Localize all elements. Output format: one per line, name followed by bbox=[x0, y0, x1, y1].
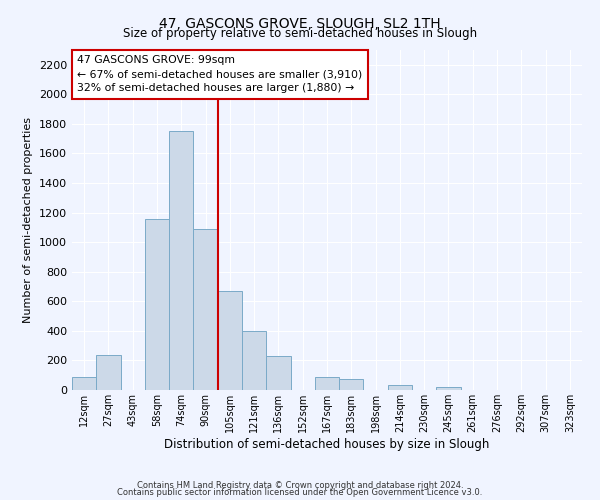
Bar bbox=[242, 331, 266, 390]
Bar bbox=[266, 356, 290, 390]
Y-axis label: Number of semi-detached properties: Number of semi-detached properties bbox=[23, 117, 34, 323]
Bar bbox=[72, 376, 96, 390]
Bar bbox=[218, 291, 242, 390]
X-axis label: Distribution of semi-detached houses by size in Slough: Distribution of semi-detached houses by … bbox=[164, 438, 490, 450]
Text: Size of property relative to semi-detached houses in Slough: Size of property relative to semi-detach… bbox=[123, 28, 477, 40]
Text: Contains public sector information licensed under the Open Government Licence v3: Contains public sector information licen… bbox=[118, 488, 482, 497]
Bar bbox=[436, 387, 461, 390]
Bar bbox=[193, 229, 218, 390]
Text: 47, GASCONS GROVE, SLOUGH, SL2 1TH: 47, GASCONS GROVE, SLOUGH, SL2 1TH bbox=[159, 18, 441, 32]
Bar bbox=[388, 385, 412, 390]
Bar bbox=[315, 378, 339, 390]
Text: 47 GASCONS GROVE: 99sqm
← 67% of semi-detached houses are smaller (3,910)
32% of: 47 GASCONS GROVE: 99sqm ← 67% of semi-de… bbox=[77, 55, 362, 93]
Bar bbox=[169, 132, 193, 390]
Bar bbox=[96, 354, 121, 390]
Text: Contains HM Land Registry data © Crown copyright and database right 2024.: Contains HM Land Registry data © Crown c… bbox=[137, 480, 463, 490]
Bar bbox=[339, 379, 364, 390]
Bar bbox=[145, 218, 169, 390]
